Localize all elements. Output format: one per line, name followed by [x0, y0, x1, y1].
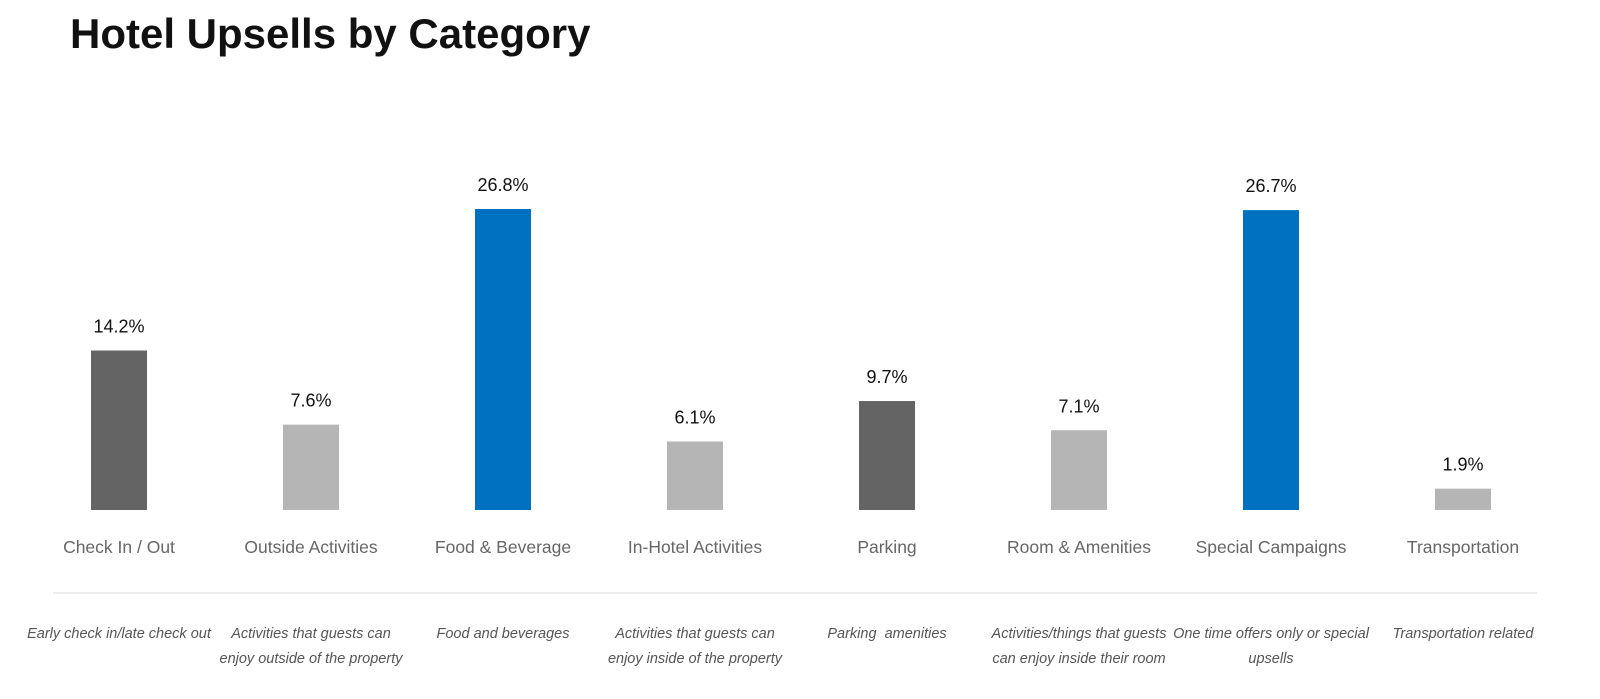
bar	[91, 350, 147, 510]
bar	[475, 209, 531, 510]
category-description: Parking amenities	[827, 626, 947, 642]
bar	[283, 424, 339, 510]
bar	[1051, 430, 1107, 510]
value-label: 9.7%	[866, 367, 907, 387]
category-label: Outside Activities	[244, 537, 377, 557]
bar	[1435, 488, 1491, 510]
value-label: 7.1%	[1058, 396, 1099, 416]
category-description: Transportation related	[1392, 626, 1534, 642]
category-description: One time offers only or special upsells	[1173, 626, 1373, 667]
value-label: 7.6%	[290, 391, 331, 411]
category-label: Food & Beverage	[435, 537, 571, 557]
category-label: Transportation	[1407, 537, 1519, 557]
category-description: Food and beverages	[436, 626, 570, 642]
bar	[667, 441, 723, 510]
category-description: Activities that guests can enjoy inside …	[607, 626, 783, 667]
category-description: Early check in/late check out	[27, 626, 211, 642]
value-label: 1.9%	[1442, 455, 1483, 475]
category-label: Room & Amenities	[1007, 537, 1151, 557]
bar	[859, 401, 915, 510]
bar	[1243, 210, 1299, 510]
category-label: In-Hotel Activities	[628, 537, 762, 557]
value-label: 26.7%	[1245, 176, 1296, 196]
value-label: 26.8%	[477, 175, 528, 195]
category-label: Check In / Out	[63, 537, 175, 557]
chart-title: Hotel Upsells by Category	[70, 10, 591, 57]
category-description: Activities that guests can enjoy outside…	[219, 626, 403, 667]
category-label: Special Campaigns	[1196, 537, 1347, 557]
category-description: Activities/things that guests can enjoy …	[991, 626, 1171, 667]
category-label: Parking	[857, 537, 916, 557]
value-label: 14.2%	[93, 317, 144, 337]
value-label: 6.1%	[674, 407, 715, 427]
